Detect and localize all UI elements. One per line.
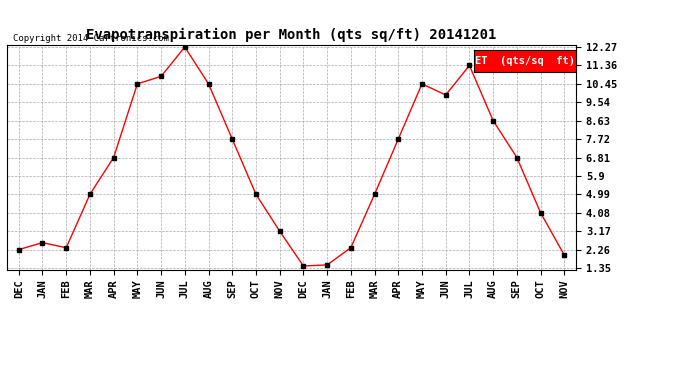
Text: Copyright 2014 Cartronics.com: Copyright 2014 Cartronics.com <box>12 34 168 43</box>
Title: Evapotranspiration per Month (qts sq/ft) 20141201: Evapotranspiration per Month (qts sq/ft)… <box>86 28 497 42</box>
